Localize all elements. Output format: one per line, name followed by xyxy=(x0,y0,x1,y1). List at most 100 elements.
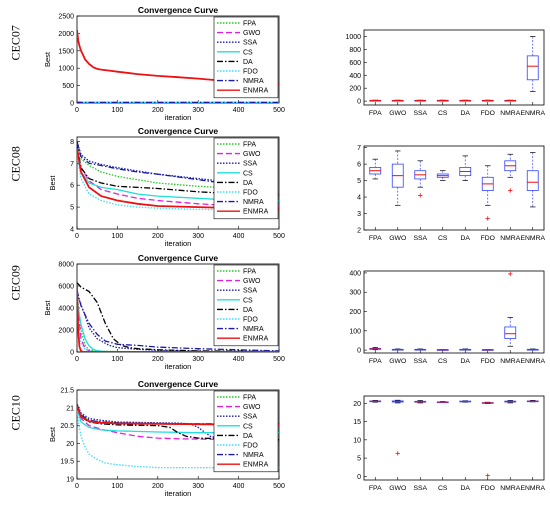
series-line-da xyxy=(77,407,279,441)
y-tick-label: 8000 xyxy=(58,262,74,269)
boxplot-axes-frame xyxy=(363,145,545,231)
y-tick-label: 2000 xyxy=(58,328,74,335)
box-x-label-da: DA xyxy=(461,358,471,365)
box-x-label-fpa: FPA xyxy=(369,358,382,365)
series-line-enmra xyxy=(77,285,279,352)
box-y-tick-label: 200 xyxy=(349,86,361,93)
box-enmra xyxy=(526,170,539,191)
legend-label-fpa: FPA xyxy=(243,269,256,276)
box-y-tick-label: 300 xyxy=(349,290,361,297)
x-tick-label: 300 xyxy=(192,107,204,114)
series-line-fpa xyxy=(77,143,279,191)
x-tick-label: 100 xyxy=(112,233,124,240)
legend-label-enmra: ENMRA xyxy=(243,462,269,469)
box-x-label-cs: CS xyxy=(438,235,448,242)
series-line-fdo xyxy=(77,152,279,212)
legend-label-gwo: GWO xyxy=(243,30,261,37)
x-tick-label: 300 xyxy=(192,483,204,490)
y-tick-label: 1000 xyxy=(58,66,74,73)
box-x-label-da: DA xyxy=(461,110,471,117)
legend-label-da: DA xyxy=(243,59,253,66)
x-tick-label: 400 xyxy=(233,483,245,490)
box-y-tick-label: 4 xyxy=(357,195,361,202)
box-y-tick-label: 0 xyxy=(357,474,361,481)
x-axis-label: iteration xyxy=(165,489,192,498)
y-tick-label: 20.5 xyxy=(60,423,74,430)
legend-label-cs: CS xyxy=(243,170,253,177)
y-tick-label: 21 xyxy=(66,405,74,412)
legend-label-cs: CS xyxy=(243,297,253,304)
box-x-label-ssa: SSA xyxy=(413,235,427,242)
legend-label-da: DA xyxy=(243,180,253,187)
box-x-label-gwo: GWO xyxy=(389,358,406,365)
legend-label-cs: CS xyxy=(243,49,253,56)
y-tick-label: 6 xyxy=(70,183,74,190)
box-y-tick-label: 100 xyxy=(349,328,361,335)
box-x-label-nmra: NMRA xyxy=(500,235,520,242)
box-x-label-cs: CS xyxy=(438,110,448,117)
x-tick-label: 200 xyxy=(152,356,164,363)
x-tick-label: 400 xyxy=(233,107,245,114)
legend-box xyxy=(213,137,279,220)
y-axis-label: Best xyxy=(43,51,52,67)
legend-label-cs: CS xyxy=(243,423,253,430)
box-x-label-ssa: SSA xyxy=(413,485,427,492)
y-tick-label: 7 xyxy=(70,161,74,168)
x-tick-label: 0 xyxy=(75,107,79,114)
box-y-tick-label: 15 xyxy=(353,419,361,426)
series-line-ssa xyxy=(77,141,279,186)
legend-label-ssa: SSA xyxy=(243,414,257,421)
x-tick-label: 100 xyxy=(112,483,124,490)
box-x-label-da: DA xyxy=(461,485,471,492)
box-y-tick-label: 7 xyxy=(357,145,361,152)
x-tick-label: 0 xyxy=(75,356,79,363)
x-tick-label: 100 xyxy=(112,356,124,363)
legend-label-ssa: SSA xyxy=(243,161,257,168)
y-tick-label: 0 xyxy=(70,101,74,108)
series-line-fdo xyxy=(77,407,279,469)
legend-label-fdo: FDO xyxy=(243,443,258,450)
box-x-label-cs: CS xyxy=(438,485,448,492)
y-tick-label: 21.5 xyxy=(60,388,74,395)
convergence-title: Convergence Curve xyxy=(138,126,219,136)
legend-label-enmra: ENMRA xyxy=(243,209,269,216)
legend-label-da: DA xyxy=(243,433,253,440)
y-tick-label: 2000 xyxy=(58,31,74,38)
box-x-label-fpa: FPA xyxy=(369,235,382,242)
x-tick-label: 400 xyxy=(233,356,245,363)
legend-label-fdo: FDO xyxy=(243,69,258,76)
box-y-tick-label: 2 xyxy=(357,228,361,235)
box-x-label-fpa: FPA xyxy=(369,110,382,117)
y-tick-label: 19.5 xyxy=(60,459,74,466)
legend-label-fdo: FDO xyxy=(243,190,258,197)
y-axis-label: Best xyxy=(43,300,52,316)
legend-label-gwo: GWO xyxy=(243,278,261,285)
box-x-label-fdo: FDO xyxy=(481,358,495,365)
box-y-tick-label: 0 xyxy=(357,99,361,106)
box-x-label-fdo: FDO xyxy=(481,110,495,117)
box-y-tick-label: 6 xyxy=(357,162,361,169)
box-x-label-nmra: NMRA xyxy=(500,110,520,117)
box-y-tick-label: 5 xyxy=(357,178,361,185)
box-enmra xyxy=(526,55,539,81)
box-x-label-gwo: GWO xyxy=(389,235,406,242)
legend-label-fdo: FDO xyxy=(243,317,258,324)
box-y-tick-label: 1000 xyxy=(345,34,361,41)
box-x-label-enmra: ENMRA xyxy=(520,110,545,117)
box-y-tick-label: 20 xyxy=(353,401,361,408)
box-y-tick-label: 10 xyxy=(353,437,361,444)
legend-box xyxy=(213,264,279,347)
convergence-title: Convergence Curve xyxy=(138,253,219,263)
x-tick-label: 200 xyxy=(152,107,164,114)
y-axis-label: Best xyxy=(48,426,57,442)
box-nmra xyxy=(504,326,517,339)
x-tick-label: 100 xyxy=(112,107,124,114)
x-tick-label: 0 xyxy=(75,483,79,490)
boxplot-axes-frame xyxy=(363,29,545,106)
series-line-nmra xyxy=(77,290,279,352)
legend-label-ssa: SSA xyxy=(243,40,257,47)
series-line-gwo xyxy=(77,147,279,208)
x-tick-label: 500 xyxy=(273,483,285,490)
box-x-label-cs: CS xyxy=(438,358,448,365)
series-line-da xyxy=(77,282,279,352)
